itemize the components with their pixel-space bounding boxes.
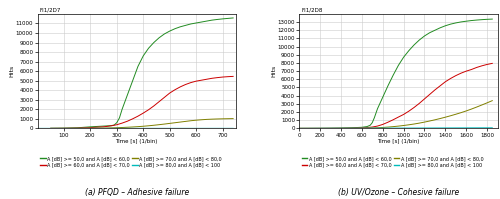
Legend: A [dB] >= 50,0 and A [dB] < 60,0, A [dB] >= 60,0 and A [dB] < 70,0, A [dB] >= 70: A [dB] >= 50,0 and A [dB] < 60,0, A [dB]…	[302, 156, 484, 167]
Text: FI1/2D7: FI1/2D7	[40, 8, 61, 13]
Legend: A [dB] >= 50,0 and A [dB] < 60,0, A [dB] >= 60,0 and A [dB] < 70,0, A [dB] >= 70: A [dB] >= 50,0 and A [dB] < 60,0, A [dB]…	[40, 156, 222, 167]
Text: FI1/2D8: FI1/2D8	[301, 8, 322, 13]
Y-axis label: Hits: Hits	[10, 65, 14, 77]
X-axis label: Time [s] (1/bin): Time [s] (1/bin)	[377, 139, 420, 144]
X-axis label: Time [s] (1/bin): Time [s] (1/bin)	[116, 139, 158, 144]
Y-axis label: Hits: Hits	[271, 65, 276, 77]
Text: (a) PFQD – Adhesive failure: (a) PFQD – Adhesive failure	[84, 188, 189, 197]
Text: (b) UV/Ozone – Cohesive failure: (b) UV/Ozone – Cohesive failure	[338, 188, 459, 197]
